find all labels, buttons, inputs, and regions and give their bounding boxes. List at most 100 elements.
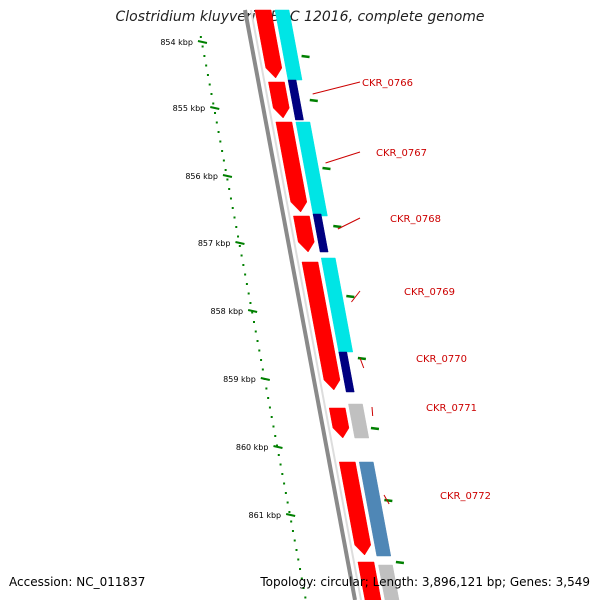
scale-dot — [293, 539, 296, 542]
gene-label: CKR_0769 — [404, 287, 455, 298]
outer-tick — [309, 98, 318, 103]
scale-dot — [286, 501, 289, 504]
cds-arrow — [275, 121, 308, 213]
gene-leader — [359, 357, 365, 369]
outer-tick — [395, 560, 405, 565]
outer-tick — [322, 166, 331, 171]
cds-arrow — [293, 215, 315, 253]
scale-tick — [222, 174, 233, 178]
scale-tick — [210, 106, 220, 110]
scale-dot — [240, 254, 243, 257]
scale-dot — [283, 482, 286, 485]
scale-dot — [274, 435, 277, 437]
scale-dot — [205, 64, 208, 67]
scale-dot — [254, 330, 257, 333]
scale-dot — [288, 511, 291, 513]
scale-dot — [276, 444, 279, 447]
scale-dot — [258, 349, 261, 352]
accession-text: Accession: NC_011837 — [9, 575, 146, 589]
scale-dot — [238, 245, 241, 247]
scale-dot — [242, 264, 245, 266]
scale-dot — [215, 121, 218, 124]
scale-dot — [295, 549, 298, 551]
scale-dot — [267, 397, 270, 399]
gene-leader — [312, 81, 361, 95]
outer-tick — [370, 426, 380, 431]
gene-label: CKR_0770 — [416, 354, 467, 365]
cds-arrow — [301, 261, 341, 391]
gene-leader — [371, 406, 374, 417]
outer-tick — [346, 294, 355, 299]
scale-dot — [249, 302, 252, 304]
gene-leader — [383, 494, 390, 505]
outer-tick — [384, 498, 393, 503]
genome-stats: Topology: circular; Length: 3,896,121 bp… — [260, 575, 590, 589]
scale-dot — [256, 340, 259, 342]
match-band — [295, 121, 328, 217]
scale-dot — [291, 530, 294, 532]
outer-tick — [333, 224, 342, 229]
scale-dot — [235, 226, 238, 228]
gene-leader — [337, 217, 361, 230]
cds-arrow — [357, 561, 382, 600]
scale-dot — [284, 492, 287, 494]
scale-dot — [300, 577, 303, 580]
tick-label: 859 kbp — [223, 375, 256, 384]
backbone-line — [243, 9, 357, 600]
scale-dot — [212, 102, 215, 105]
scale-dot — [268, 406, 271, 409]
gene-leader — [351, 290, 361, 303]
scale-dot — [233, 216, 236, 219]
scale-dot — [226, 178, 229, 181]
tick-label: 855 kbp — [173, 104, 206, 113]
scale-dot — [302, 587, 305, 589]
scale-dot — [279, 463, 282, 466]
scale-dot — [208, 83, 211, 86]
match-dark-band — [338, 351, 355, 393]
tick-label: 860 kbp — [236, 443, 269, 452]
scale-dot — [206, 74, 209, 76]
gray-band — [348, 403, 370, 439]
scale-dot — [265, 387, 268, 390]
match-band — [320, 257, 354, 353]
scale-dot — [231, 207, 234, 209]
scale-dot — [214, 112, 217, 114]
scale-dot — [222, 159, 225, 162]
scale-tick — [273, 445, 283, 449]
match-dark-band — [312, 213, 329, 253]
scale-dot — [270, 416, 273, 418]
gray-band — [378, 564, 400, 600]
scale-dot — [244, 273, 247, 276]
scale-dot — [203, 55, 206, 57]
scale-tick — [247, 309, 258, 313]
gene-label: CKR_0766 — [362, 78, 413, 89]
scale-dot — [228, 188, 231, 190]
scale-dot — [272, 425, 275, 428]
tick-label: 861 kbp — [249, 511, 282, 520]
tick-label: 854 kbp — [160, 38, 193, 47]
outer-tick — [301, 54, 310, 59]
match-band — [274, 9, 303, 81]
scale-dot — [245, 283, 248, 285]
outer-tick — [357, 356, 367, 361]
scale-dot — [199, 36, 202, 38]
scale-dot — [247, 292, 250, 295]
scale-dot — [219, 140, 222, 143]
map-title: Clostridium kluyveri NBRC 12016, complet… — [115, 9, 485, 25]
scale-dot — [224, 169, 227, 171]
cds-arrow — [268, 81, 290, 119]
cds-arrow — [254, 9, 283, 79]
scale-dot — [252, 321, 255, 323]
tick-label: 858 kbp — [211, 307, 244, 316]
backbone-inner-line — [250, 9, 362, 600]
scale-dot — [201, 45, 204, 48]
scale-dot — [221, 150, 224, 152]
scale-dot — [260, 359, 263, 361]
scale-dot — [299, 568, 302, 570]
gene-label: CKR_0772 — [440, 491, 491, 502]
scale-dot — [261, 368, 264, 371]
gene-label: CKR_0771 — [426, 403, 477, 414]
scale-dot — [217, 131, 220, 133]
scale-tick — [285, 513, 296, 517]
